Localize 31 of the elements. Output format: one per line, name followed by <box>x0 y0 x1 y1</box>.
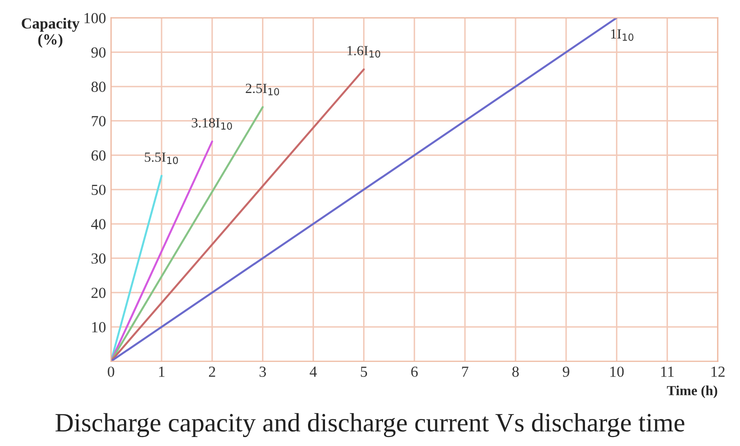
y-tick-label: 90 <box>91 47 106 58</box>
y-axis-title: Capacity (%) <box>22 18 80 48</box>
x-tick-label: 1 <box>159 366 164 377</box>
x-tick-label: 7 <box>462 366 468 377</box>
y-tick-label: 50 <box>92 184 106 195</box>
x-tick-label: 10 <box>610 366 624 377</box>
y-tick-label: 60 <box>92 150 106 161</box>
series-label: 3.18I$_{10}$ <box>192 118 232 130</box>
x-tick-label: 11 <box>661 366 674 377</box>
y-tick-label: 10 <box>92 322 106 332</box>
series-label: 2.5I$_{10}$ <box>246 84 280 96</box>
x-tick-label: 12 <box>712 366 725 377</box>
y-tick-label: 30 <box>92 253 106 264</box>
series-label: 1.6I$_{10}$ <box>348 46 380 58</box>
y-tick-label: 100 <box>84 12 106 24</box>
x-axis-title: Time (h) <box>666 386 718 398</box>
y-tick-label: 80 <box>91 82 106 92</box>
y-tick-label: 20 <box>92 288 106 298</box>
series-label: 5.5I$_{10}$ <box>144 152 178 164</box>
x-tick-label: 4 <box>310 366 317 377</box>
x-tick-label: 2 <box>208 366 216 377</box>
x-tick-label: 0 <box>108 366 114 377</box>
x-tick-label: 9 <box>562 366 570 377</box>
text: Discharge capacity and discharge current Vs discharge time <box>56 413 684 438</box>
y-tick-label: 40 <box>91 219 106 230</box>
x-tick-label: 3 <box>260 366 266 377</box>
series-label: 1I$_{10}$ <box>611 29 634 41</box>
x-tick-label: 6 <box>411 366 418 377</box>
x-tick-label: 5 <box>360 366 368 377</box>
x-tick-label: 8 <box>512 366 519 377</box>
y-tick-label: 70 <box>92 116 106 126</box>
